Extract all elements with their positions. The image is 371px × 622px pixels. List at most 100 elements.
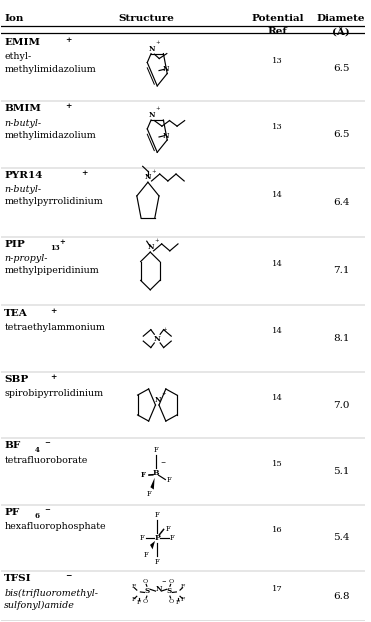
Text: +: +: [155, 40, 160, 45]
Text: SBP: SBP: [4, 375, 29, 384]
Text: 13: 13: [272, 123, 283, 131]
Text: +: +: [81, 169, 87, 177]
Text: +: +: [154, 238, 159, 243]
Text: 7.1: 7.1: [333, 266, 349, 276]
Text: O: O: [143, 579, 148, 584]
Text: BF: BF: [4, 442, 20, 450]
Text: O: O: [169, 579, 174, 584]
Text: hexafluorophosphate: hexafluorophosphate: [4, 522, 106, 531]
Text: S: S: [145, 587, 150, 595]
Text: F: F: [147, 490, 152, 498]
Text: Ref: Ref: [267, 27, 287, 35]
Text: N: N: [149, 45, 155, 53]
Text: +: +: [50, 373, 57, 381]
Text: F: F: [155, 558, 160, 566]
Text: tetrafluoroborate: tetrafluoroborate: [4, 455, 88, 465]
Text: 17: 17: [272, 585, 283, 593]
Text: (Å): (Å): [332, 27, 350, 37]
Text: F: F: [155, 511, 160, 519]
Text: n-propyl-: n-propyl-: [4, 254, 48, 263]
Text: n-butyl-: n-butyl-: [4, 119, 42, 128]
Text: O: O: [169, 598, 174, 603]
Text: +: +: [162, 327, 167, 332]
Text: 6.5: 6.5: [333, 130, 349, 139]
Text: TFSI: TFSI: [4, 574, 32, 583]
Text: −: −: [44, 440, 50, 447]
Text: F: F: [181, 585, 185, 590]
Text: F: F: [170, 534, 175, 542]
Text: N: N: [155, 585, 162, 593]
Text: BMIM: BMIM: [4, 104, 41, 113]
Text: F: F: [132, 585, 136, 590]
Text: N: N: [147, 243, 154, 251]
Text: 14: 14: [272, 259, 283, 267]
Text: F: F: [165, 524, 170, 532]
Text: 13: 13: [50, 244, 60, 252]
Text: 6.5: 6.5: [333, 63, 349, 73]
Text: +: +: [59, 238, 65, 246]
Text: −: −: [162, 578, 167, 583]
Text: N: N: [145, 174, 151, 181]
Text: 13: 13: [272, 57, 283, 65]
Text: 14: 14: [272, 394, 283, 402]
Text: Diamete: Diamete: [317, 14, 365, 24]
Text: −: −: [66, 572, 72, 580]
Text: PYR14: PYR14: [4, 171, 43, 180]
Text: 6: 6: [35, 512, 40, 520]
Text: 8.1: 8.1: [333, 334, 349, 343]
Text: S: S: [167, 587, 172, 595]
Text: F: F: [167, 476, 172, 484]
Text: +: +: [155, 106, 160, 111]
Text: F: F: [141, 471, 146, 479]
Text: F: F: [176, 600, 180, 605]
Text: 15: 15: [272, 460, 283, 468]
Text: F: F: [137, 600, 141, 605]
Text: −: −: [160, 460, 165, 465]
Text: 16: 16: [272, 526, 283, 534]
Text: methylimidazolium: methylimidazolium: [4, 131, 96, 140]
Text: PIP: PIP: [4, 239, 25, 249]
Text: N: N: [162, 132, 168, 139]
Text: F: F: [140, 534, 145, 542]
Text: 5.1: 5.1: [333, 467, 349, 476]
Text: PF: PF: [4, 508, 20, 517]
Text: tetraethylammonium: tetraethylammonium: [4, 323, 105, 332]
Text: O: O: [143, 598, 148, 603]
Text: F: F: [181, 597, 185, 602]
Polygon shape: [150, 478, 155, 490]
Text: N: N: [162, 65, 168, 73]
Text: methylimidazolium: methylimidazolium: [4, 65, 96, 73]
Text: EMIM: EMIM: [4, 38, 40, 47]
Text: N: N: [154, 335, 161, 343]
Text: Structure: Structure: [118, 14, 174, 24]
Text: N: N: [149, 111, 155, 119]
Text: +: +: [66, 103, 72, 111]
Text: F: F: [144, 550, 148, 559]
Text: F: F: [154, 447, 158, 454]
Text: spirobipyrrolidinium: spirobipyrrolidinium: [4, 389, 104, 398]
Text: 5.4: 5.4: [333, 533, 349, 542]
Text: B: B: [153, 470, 159, 478]
Text: 6.4: 6.4: [333, 198, 349, 207]
Text: 14: 14: [272, 190, 283, 198]
Text: N: N: [155, 396, 161, 404]
Text: bis(trifluoromethyl-: bis(trifluoromethyl-: [4, 588, 98, 598]
Text: Ion: Ion: [4, 14, 24, 24]
Text: n-butyl-: n-butyl-: [4, 185, 42, 194]
Text: +: +: [66, 36, 72, 44]
Text: 6.8: 6.8: [333, 592, 349, 601]
Text: 4: 4: [35, 446, 40, 453]
Polygon shape: [150, 541, 155, 549]
Text: +: +: [151, 169, 156, 174]
Text: +: +: [161, 391, 166, 396]
Text: 14: 14: [272, 327, 283, 335]
Text: TEA: TEA: [4, 309, 28, 317]
Text: Potential: Potential: [251, 14, 303, 24]
Text: methylpiperidinium: methylpiperidinium: [4, 266, 99, 276]
Text: +: +: [50, 307, 57, 315]
Text: ethyl-: ethyl-: [4, 52, 32, 61]
Text: P: P: [154, 534, 160, 542]
Text: methylpyrrolidinium: methylpyrrolidinium: [4, 197, 103, 207]
Text: sulfonyl)amide: sulfonyl)amide: [4, 601, 75, 610]
Text: F: F: [132, 597, 136, 602]
